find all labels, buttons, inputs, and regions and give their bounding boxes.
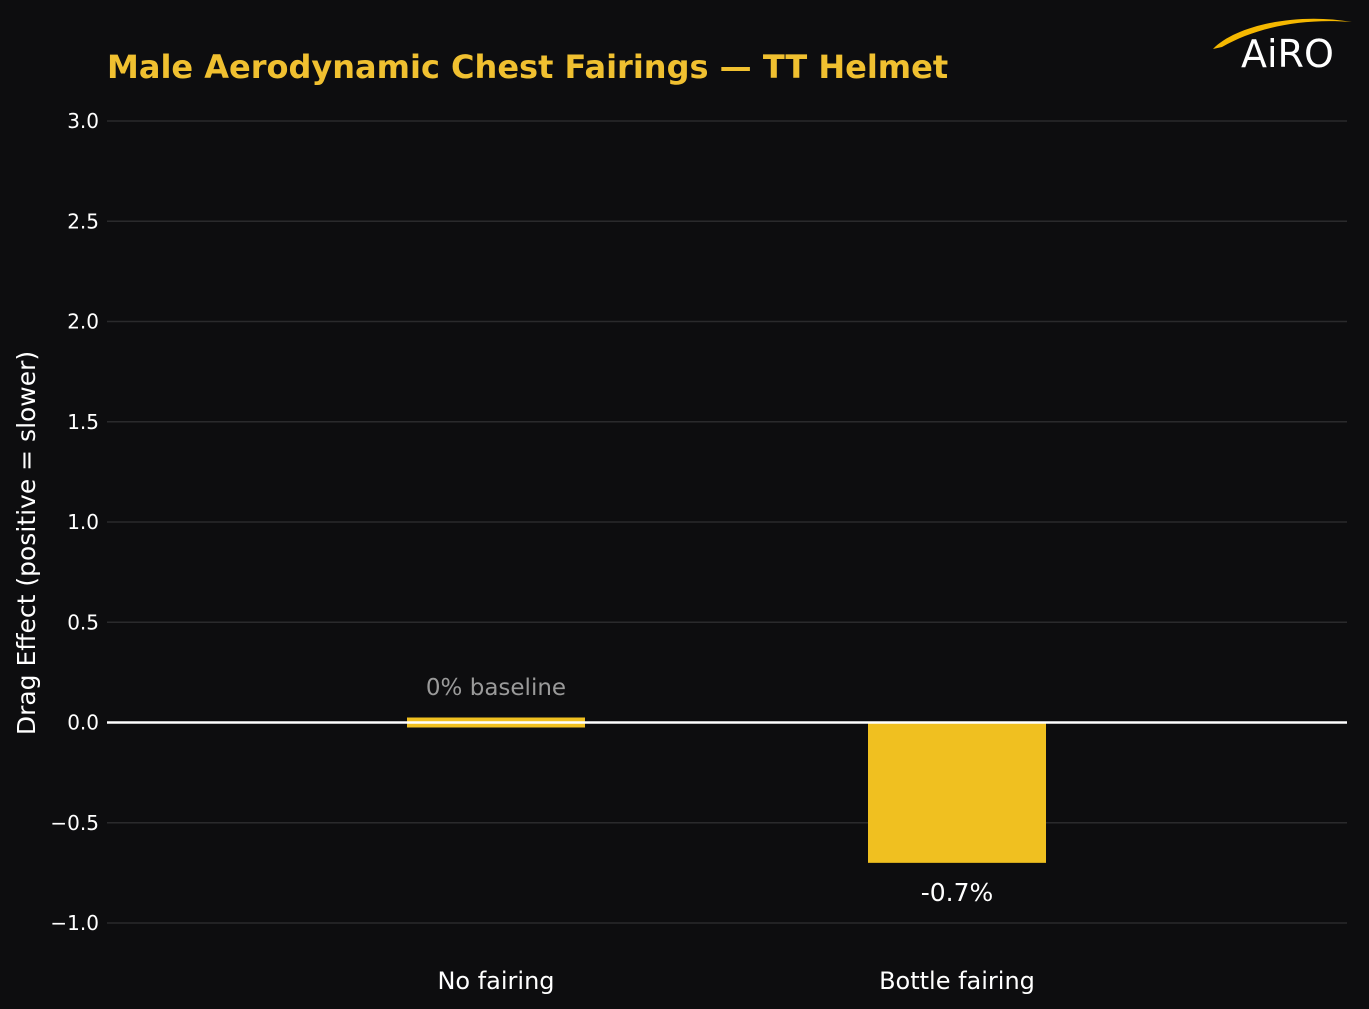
baseline-annotation: 0% baseline bbox=[426, 675, 566, 701]
y-tick-label: 3.0 bbox=[67, 109, 99, 133]
value-annotation: -0.7% bbox=[921, 878, 994, 907]
y-tick-label: 0.5 bbox=[67, 610, 99, 634]
x-category-label: No fairing bbox=[437, 967, 554, 995]
logo-text: AiRO bbox=[1241, 32, 1334, 76]
bar-bottle-fairing bbox=[868, 722, 1046, 863]
y-tick-label: 1.5 bbox=[67, 410, 99, 434]
x-axis-categories: No fairing Bottle fairing bbox=[437, 967, 1034, 995]
airo-logo: AiRO bbox=[1213, 18, 1352, 76]
y-axis-label: Drag Effect (positive = slower) bbox=[12, 351, 41, 735]
y-tick-label: 2.0 bbox=[67, 310, 99, 334]
x-category-label: Bottle fairing bbox=[879, 967, 1035, 995]
airo-swoosh-icon bbox=[1213, 18, 1352, 49]
chart-title: Male Aerodynamic Chest Fairings — TT Hel… bbox=[107, 48, 948, 86]
y-tick-label: −0.5 bbox=[50, 811, 99, 835]
y-tick-label: 1.0 bbox=[67, 510, 99, 534]
grid-lines bbox=[107, 120, 1347, 924]
y-tick-label: −1.0 bbox=[50, 911, 99, 935]
y-axis-ticks: −1.0 −0.5 0.0 0.5 1.0 1.5 2.0 2.5 3.0 bbox=[50, 109, 99, 935]
y-tick-label: 2.5 bbox=[67, 209, 99, 233]
y-tick-label: 0.0 bbox=[67, 711, 99, 735]
annotations: 0% baseline -0.7% bbox=[426, 675, 993, 907]
